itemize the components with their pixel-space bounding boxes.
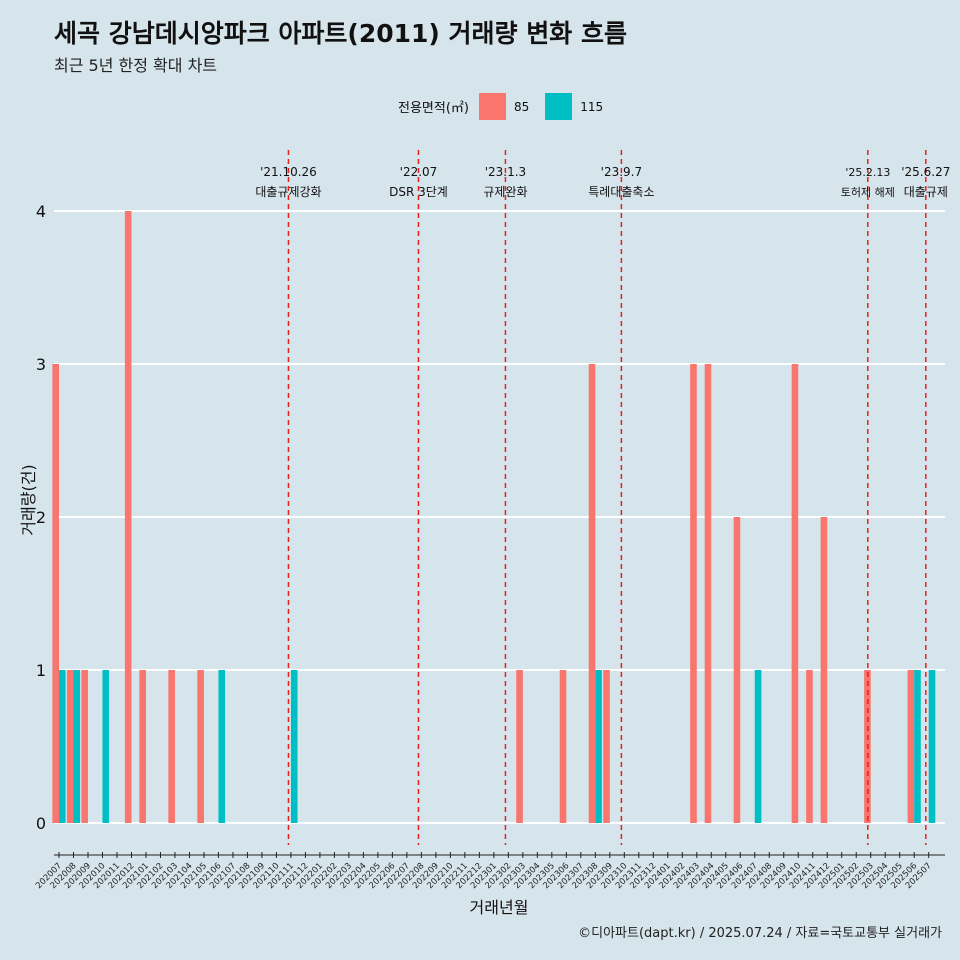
y-axis-title: 거래량(건) bbox=[19, 464, 38, 535]
bar-85-202306 bbox=[559, 670, 567, 823]
y-tick-label-0: 0 bbox=[36, 814, 46, 833]
caption: ©디아파트(dapt.kr) / 2025.07.24 / 자료=국토교통부 실… bbox=[578, 926, 942, 941]
legend-label-85: 85 bbox=[513, 99, 530, 114]
bar-85-202403 bbox=[690, 364, 697, 823]
bar-115-202106 bbox=[218, 670, 226, 823]
chart-title: 세곡 강남데시앙파크 아파트(2011) 거래량 변화 흐름 bbox=[54, 19, 627, 48]
bar-115-202506 bbox=[914, 670, 921, 823]
event-date-3: '23.9.7 bbox=[601, 165, 642, 179]
chart-subtitle: 최근 5년 한정 확대 차트 bbox=[54, 56, 218, 75]
bar-115-202111 bbox=[290, 670, 298, 823]
bar-115-202507 bbox=[928, 670, 936, 823]
bar-115-202008 bbox=[73, 670, 81, 823]
event-date-4: '25.2.13 bbox=[845, 166, 890, 179]
bar-115-202407 bbox=[754, 670, 762, 823]
event-label-0: 대출규제강화 bbox=[255, 185, 321, 199]
event-date-0: '21.10.26 bbox=[260, 165, 317, 179]
event-label-2: 규제완화 bbox=[483, 185, 527, 199]
bar-115-202010 bbox=[102, 670, 110, 823]
y-tick-label-3: 3 bbox=[36, 355, 46, 374]
bar-85-202411 bbox=[806, 670, 813, 823]
bar-115-202308 bbox=[595, 670, 602, 823]
bar-85-202103 bbox=[168, 670, 175, 823]
bar-85-202101 bbox=[139, 670, 146, 823]
bar-85-202009 bbox=[81, 670, 88, 823]
bar-85-202008 bbox=[66, 670, 74, 823]
bar-85-202406 bbox=[733, 517, 741, 823]
bar-85-202007 bbox=[52, 364, 59, 823]
legend-key-85 bbox=[478, 93, 506, 120]
event-label-4: 토허제 해제 bbox=[841, 185, 895, 199]
legend-key-115 bbox=[545, 93, 573, 120]
bar-85-202506 bbox=[907, 670, 915, 823]
bar-85-202308 bbox=[588, 364, 596, 823]
bar-85-202105 bbox=[197, 670, 204, 823]
event-label-1: DSR 3단계 bbox=[389, 185, 448, 199]
bar-85-202410 bbox=[791, 364, 799, 823]
y-tick-label-4: 4 bbox=[36, 202, 46, 221]
y-tick-label-1: 1 bbox=[36, 661, 46, 680]
event-date-2: '23.1.3 bbox=[485, 165, 526, 179]
bar-85-202309 bbox=[603, 670, 610, 823]
x-axis-title: 거래년월 bbox=[470, 898, 529, 917]
bar-85-202303 bbox=[516, 670, 523, 823]
bar-85-202412 bbox=[820, 517, 828, 823]
event-date-1: '22.07 bbox=[400, 165, 438, 179]
bar-85-202012 bbox=[124, 211, 132, 823]
y-tick-label-2: 2 bbox=[36, 508, 46, 527]
legend-title: 전용면적(㎡) bbox=[398, 101, 469, 116]
bar-115-202007 bbox=[59, 670, 66, 823]
event-label-3: 특례대출축소 bbox=[588, 185, 654, 199]
event-date-5: '25.6.27 bbox=[901, 165, 950, 179]
legend-label-115: 115 bbox=[580, 99, 604, 114]
event-label-5: 대출규제 bbox=[904, 185, 948, 199]
bar-85-202404 bbox=[704, 364, 712, 823]
legend: 전용면적(㎡) 85 115 bbox=[398, 93, 619, 120]
